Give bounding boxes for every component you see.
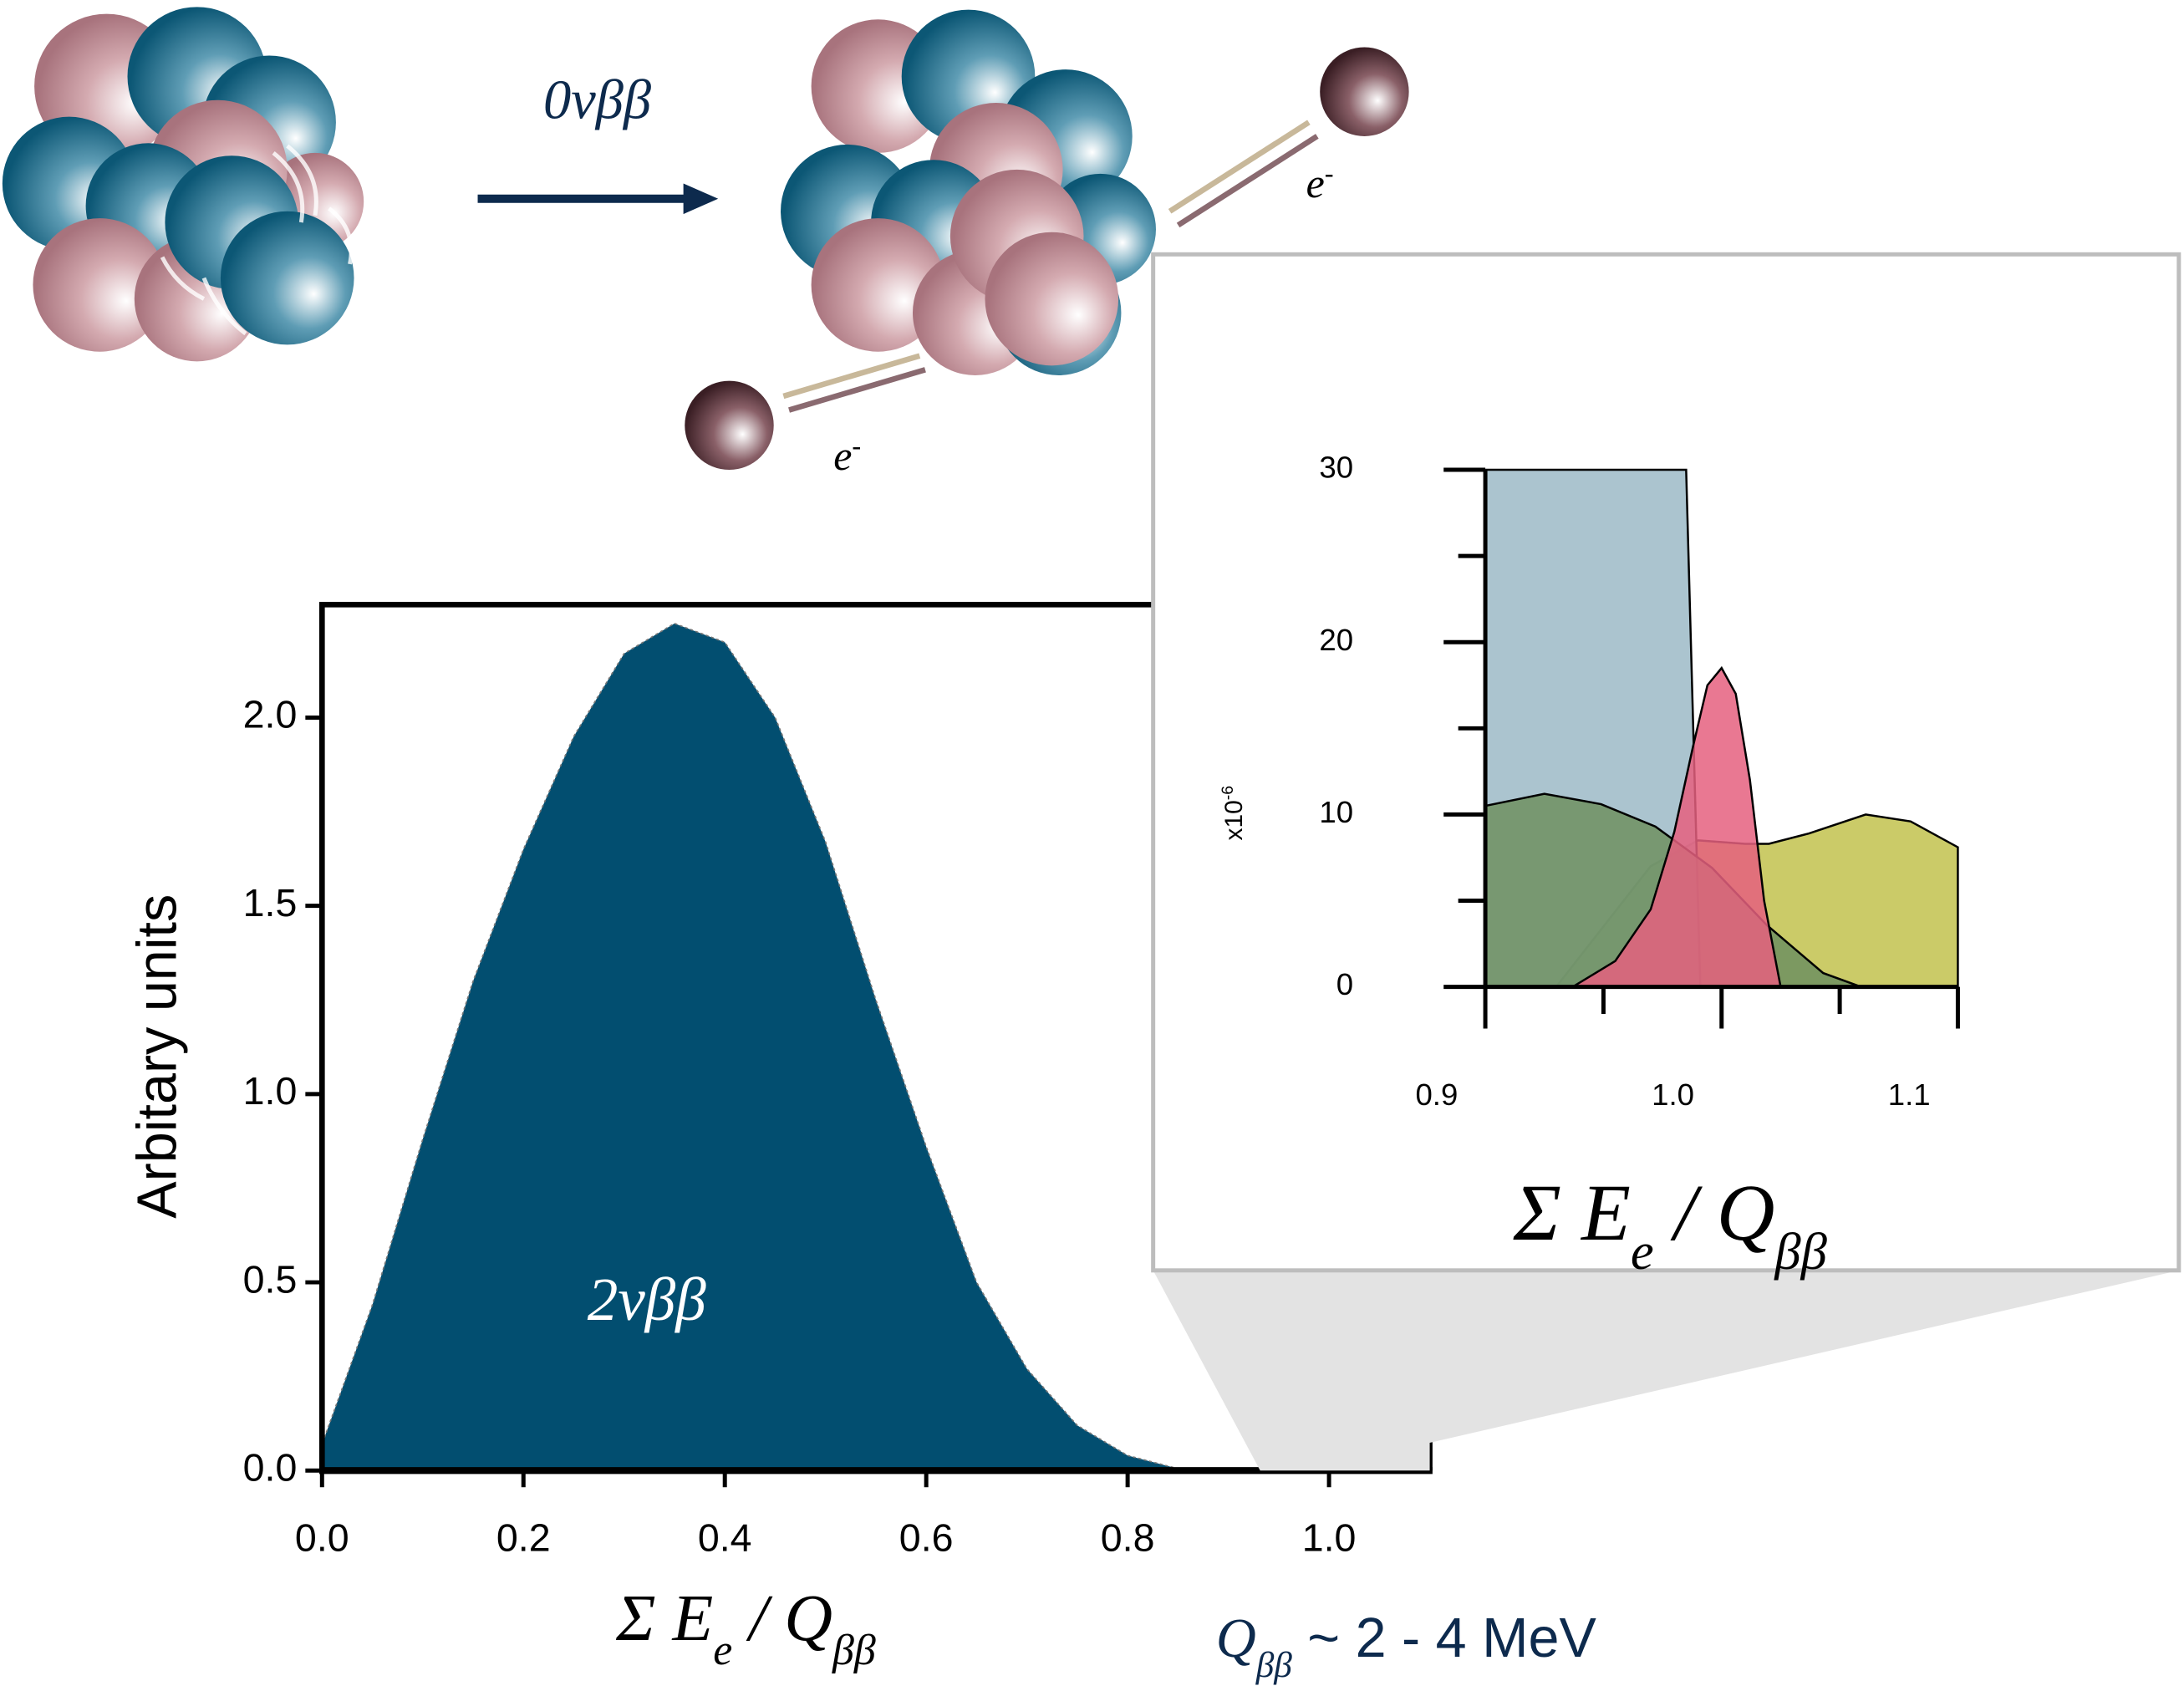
sub-text: ββ xyxy=(1773,1222,1827,1281)
text-part: / Q xyxy=(1654,1168,1775,1257)
sub-text: ββ xyxy=(1255,1645,1293,1685)
text-part: / Q xyxy=(732,1582,832,1655)
y-tick-label: 30 xyxy=(1319,451,1353,485)
nucleus-before xyxy=(3,7,364,361)
arrow-head xyxy=(684,183,719,214)
sub-text: - xyxy=(852,431,861,461)
electron-label: e- xyxy=(1306,159,1334,206)
x-tick-label: 1.1 xyxy=(1888,1077,1931,1112)
text-part: Σ E xyxy=(615,1582,713,1655)
decay-label: 0νββ xyxy=(543,69,652,130)
y-tick-label: 0.0 xyxy=(243,1446,298,1490)
y-tick-label: 20 xyxy=(1319,623,1353,657)
figure: 0νββ e- e- 2νββ0νββ0.00.51.01.52.00.00.2… xyxy=(0,0,2184,1686)
y-tick-label: 1.5 xyxy=(243,881,298,924)
sub-text: e xyxy=(713,1627,732,1674)
text-part: x10 xyxy=(1220,800,1248,840)
x-axis-label: Σ Ee / Qββ xyxy=(615,1582,876,1674)
nucleus-after xyxy=(781,10,1156,375)
y-axis-label: Arbitary units xyxy=(127,894,189,1219)
x-tick-label: 0.6 xyxy=(899,1516,954,1560)
annotation: Qββ ~ 2 - 4 MeV xyxy=(1216,1607,1597,1685)
electron xyxy=(685,381,773,470)
x-tick-label: 1.0 xyxy=(1652,1077,1694,1112)
electron-label: e- xyxy=(833,431,861,479)
text-part: Σ E xyxy=(1513,1168,1631,1257)
text-part: e xyxy=(833,433,852,479)
y-tick-label: 0 xyxy=(1336,967,1353,1001)
x-tick-label: 0.8 xyxy=(1101,1516,1155,1560)
y-tick-label: 1.0 xyxy=(243,1069,298,1113)
sub-text: -6 xyxy=(1219,786,1237,800)
sub-text: - xyxy=(1325,159,1334,189)
text-part: Q xyxy=(1216,1608,1256,1669)
zoom-cone xyxy=(1153,1271,2179,1470)
text-part: e xyxy=(1306,160,1325,206)
y-tick-label: 10 xyxy=(1319,795,1353,829)
x-tick-label: 0.2 xyxy=(496,1516,551,1560)
x-tick-label: 0.4 xyxy=(698,1516,752,1560)
electron xyxy=(1320,48,1408,136)
x-tick-label: 1.0 xyxy=(1302,1516,1357,1560)
series-label: 2νββ xyxy=(588,1266,706,1333)
sub-text: ββ xyxy=(832,1627,876,1674)
sub-text: e xyxy=(1631,1222,1654,1281)
text-part: ~ 2 - 4 MeV xyxy=(1292,1607,1597,1669)
x-tick-label: 0.9 xyxy=(1415,1077,1458,1112)
area xyxy=(322,624,1198,1470)
y-tick-label: 0.5 xyxy=(243,1257,298,1301)
y-tick-label: 2.0 xyxy=(243,693,298,736)
x-tick-label: 0.0 xyxy=(295,1516,349,1560)
